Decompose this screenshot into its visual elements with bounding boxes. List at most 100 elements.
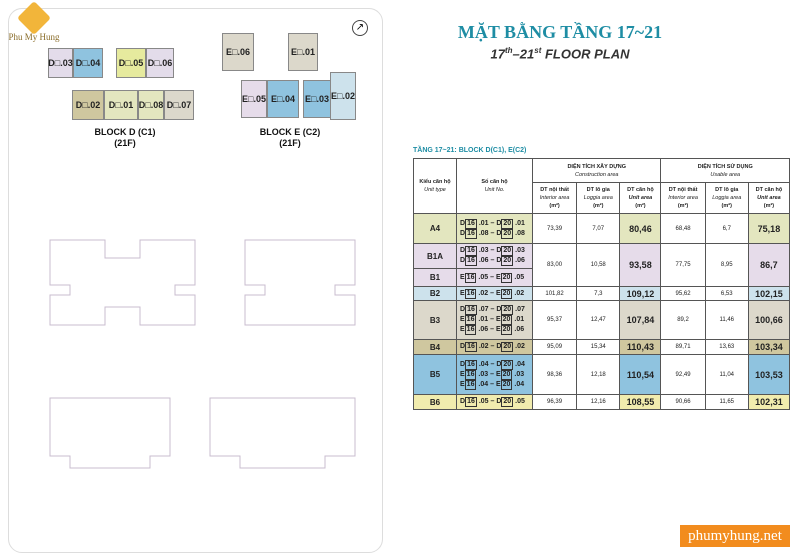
unit-range: D 16 .07 – D 20 .07 xyxy=(460,305,525,315)
unit-range: D 16 .04 – D 20 .04 xyxy=(460,359,525,370)
table-row: B3 D 16 .07 – D 20 .07 E 16 .01 – E 20 .01 E 16 … xyxy=(413,300,791,340)
plan-unit: E□.04 xyxy=(267,80,299,118)
block-d-label: BLOCK D (C1) (21F) xyxy=(70,127,180,149)
interior-area-construction: 96,39 xyxy=(531,394,578,410)
unit-area-usable: 103,53 xyxy=(747,354,791,395)
loggia-area-usable: 8,95 xyxy=(704,243,749,287)
loggia-area-usable: 11,46 xyxy=(704,300,749,340)
header-loggia: DT lô gia Loggia area (m²) xyxy=(704,182,749,214)
interior-area-usable: 89,71 xyxy=(660,339,706,355)
loggia-area-usable: 6,53 xyxy=(704,286,749,301)
loggia-area-construction: 10,58 xyxy=(576,243,621,287)
unit-area-construction: 107,84 xyxy=(619,300,662,340)
loggia-area-usable: 13,63 xyxy=(704,339,749,355)
unit-numbers: D 16 .04 – D 20 .04 E 16 .03 – E 20 .03 E 16 .0… xyxy=(456,354,533,395)
unit-range: E 16 .06 – E 20 .06 xyxy=(460,325,525,335)
plan-unit: E□.01 xyxy=(288,33,318,71)
interior-area-construction: 83,00 xyxy=(531,243,578,287)
unit-range: E 16 .02 – E 20 .02 xyxy=(460,288,525,299)
unit-range: D 16 .03 – D 20 .03 xyxy=(460,246,525,256)
building-outline xyxy=(244,239,356,326)
interior-area-usable: 95,62 xyxy=(660,286,706,301)
plan-unit: D□.08 xyxy=(138,90,164,120)
unit-range: E 16 .03 – E 20 .03 xyxy=(460,369,525,380)
interior-area-usable: 68,48 xyxy=(660,213,706,244)
block-floors: (21F) xyxy=(279,138,301,148)
block-name: BLOCK E (C2) xyxy=(259,127,321,137)
unit-type: B5 xyxy=(413,354,457,395)
building-outlines xyxy=(49,239,356,469)
loggia-area-usable: 11,04 xyxy=(704,354,749,395)
block-name: BLOCK D (C1) xyxy=(94,127,156,137)
unit-area-construction: 80,46 xyxy=(619,213,662,244)
plan-unit: E□.03 xyxy=(303,80,331,118)
unit-range: E 16 .05 – E 20 .05 xyxy=(460,272,525,283)
interior-area-usable: 89,2 xyxy=(660,300,706,340)
header-interior: DT nội thất Interior area (m²) xyxy=(660,182,706,214)
table-row: B1A D 16 .03 – D 20 .03 D 16 .06 – D 20 .06 83,… xyxy=(413,243,791,287)
unit-area-construction: 110,43 xyxy=(619,339,662,355)
unit-area-usable: 100,66 xyxy=(747,300,791,340)
plan-unit: D□.04 xyxy=(73,48,103,78)
unit-type: B2 xyxy=(413,286,457,301)
plan-unit: E□.06 xyxy=(222,33,254,71)
page-subtitle: 17th–21st FLOOR PLAN xyxy=(490,46,630,62)
table-row: B6 D 16 .05 – D 20 .05 96,39 12,16 108,55 90,66… xyxy=(413,394,791,410)
unit-area-usable: 103,34 xyxy=(747,339,791,355)
interior-area-usable: 92,49 xyxy=(660,354,706,395)
unit-range: E 16 .01 – E 20 .01 xyxy=(460,315,525,325)
header-loggia: DT lô gia Loggia area (m²) xyxy=(576,182,621,214)
building-outline xyxy=(49,239,196,326)
unit-numbers: D 16 .02 – D 20 .02 xyxy=(456,339,533,355)
header-unit-area: DT căn hộ Unit area (m²) xyxy=(747,182,791,214)
loggia-area-usable: 6,7 xyxy=(704,213,749,244)
plan-unit: D□.06 xyxy=(146,48,174,78)
unit-type: B4 xyxy=(413,339,457,355)
plan-unit: D□.01 xyxy=(104,90,138,120)
header-construction: DIỆN TÍCH XÂY DỰNG Construction area xyxy=(531,158,662,183)
unit-type: B1 xyxy=(413,268,457,287)
unit-area-construction: 109,12 xyxy=(619,286,662,301)
unit-area-construction: 93,58 xyxy=(619,243,662,287)
header-usable: DIỆN TÍCH SỬ DỤNG Usable area xyxy=(660,158,790,183)
table-row: A4 D 16 .01 – D 20 .01 D 16 .08 – D 20 .08 73,3… xyxy=(413,213,791,244)
header-unit-area: DT căn hộ Unit area (m²) xyxy=(619,182,662,214)
logo-text: Phu My Hung xyxy=(8,32,60,42)
building-outline xyxy=(49,397,171,469)
logo: Phu My Hung xyxy=(4,1,64,48)
plan-unit: D□.07 xyxy=(164,90,194,120)
unit-area-usable: 102,15 xyxy=(747,286,791,301)
interior-area-usable: 77,75 xyxy=(660,243,706,287)
interior-area-construction: 95,37 xyxy=(531,300,578,340)
interior-area-usable: 90,66 xyxy=(660,394,706,410)
unit-area-construction: 108,55 xyxy=(619,394,662,410)
unit-area-usable: 86,7 xyxy=(747,243,791,287)
unit-range: D 16 .06 – D 20 .06 xyxy=(460,256,525,266)
unit-range: D 16 .02 – D 20 .02 xyxy=(460,342,525,352)
unit-range: D 16 .01 – D 20 .01 xyxy=(460,218,525,229)
loggia-area-construction: 7,3 xyxy=(576,286,621,301)
table-row: B1 E 16 .05 – E 20 .05 xyxy=(413,268,790,287)
interior-area-construction: 98,36 xyxy=(531,354,578,395)
unit-range: D 16 .05 – D 20 .05 xyxy=(460,397,525,407)
interior-area-construction: 101,82 xyxy=(531,286,578,301)
header-interior: DT nội thất Interior area (m²) xyxy=(531,182,578,214)
plan-unit: E□.05 xyxy=(241,80,267,118)
unit-type: B1A xyxy=(413,243,457,269)
compass-icon: ↗ xyxy=(352,20,368,36)
header-unit-type: Kiểu căn hộ Unit type xyxy=(413,158,457,214)
loggia-area-construction: 12,16 xyxy=(576,394,621,410)
table-row: B4 D 16 .02 – D 20 .02 95,09 15,34 110,43 89,71… xyxy=(413,339,791,355)
unit-numbers: D 16 .03 – D 20 .03 D 16 .06 – D 20 .06 xyxy=(456,243,533,269)
unit-type: A4 xyxy=(413,213,457,244)
interior-area-construction: 95,09 xyxy=(531,339,578,355)
plan-unit: D□.02 xyxy=(72,90,104,120)
unit-area-usable: 75,18 xyxy=(747,213,791,244)
loggia-area-usable: 11,65 xyxy=(704,394,749,410)
unit-area-usable: 102,31 xyxy=(747,394,791,410)
page-title: MẶT BẰNG TẦNG 17~21 xyxy=(457,22,663,42)
unit-area-construction: 110,54 xyxy=(619,354,662,395)
loggia-area-construction: 12,18 xyxy=(576,354,621,395)
header-unit-no: Số căn hộ Unit No. xyxy=(456,158,533,214)
watermark: phumyhung.net xyxy=(680,525,790,547)
